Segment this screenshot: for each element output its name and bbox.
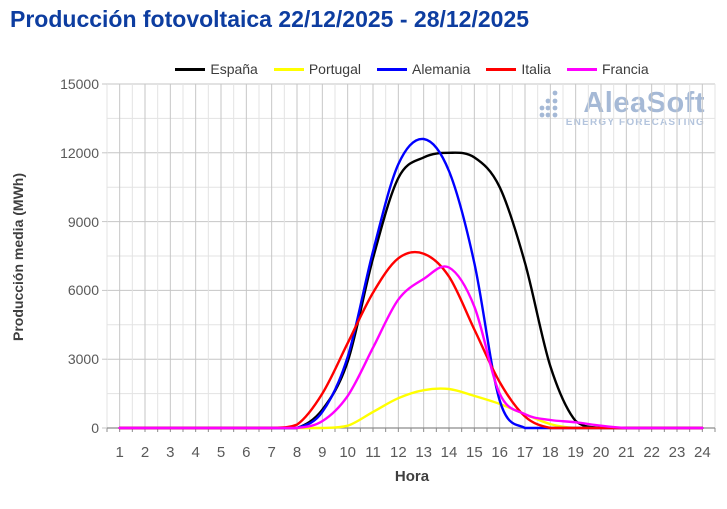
- y-tick-label: 3000: [67, 351, 99, 368]
- x-tick-label: 4: [191, 444, 200, 461]
- x-tick-label: 3: [166, 444, 175, 461]
- aleasoft-dots-icon: [539, 90, 558, 118]
- x-tick-label: 21: [617, 444, 635, 461]
- legend-item-portugal: Portugal: [273, 61, 361, 77]
- series-line-francia: [118, 265, 704, 430]
- chart-legend: España Portugal Alemania Italia Francia: [108, 59, 716, 79]
- legend-item-alemania: Alemania: [377, 61, 470, 77]
- legend-item-francia: Francia: [566, 61, 649, 77]
- x-tick-label: 2: [140, 444, 150, 461]
- x-tick-label: 14: [440, 444, 458, 461]
- watermark-dot: [552, 112, 558, 118]
- watermark-dot: [545, 98, 551, 104]
- x-tick-label: 19: [567, 444, 584, 461]
- x-axis-title: Hora: [394, 468, 430, 485]
- x-tick-label: 17: [516, 444, 534, 461]
- legend-label: Italia: [521, 61, 551, 77]
- legend-label: Francia: [601, 61, 649, 77]
- x-tick-label: 5: [216, 444, 226, 461]
- y-tick-label: 6000: [67, 282, 99, 299]
- y-tick-label: 12000: [60, 144, 99, 161]
- x-tick-label: 7: [267, 444, 276, 461]
- watermark-dot: [552, 105, 558, 111]
- legend-swatch-españa: [175, 67, 206, 71]
- watermark-brand-text: AleaSoft: [583, 87, 705, 119]
- chart-title: Producción fotovoltaica 22/12/2025 - 28/…: [10, 6, 530, 32]
- x-tick-label: 1: [115, 444, 124, 461]
- plot-canvas: [102, 83, 716, 432]
- x-tick-label: 8: [292, 444, 302, 461]
- x-tick-label: 23: [668, 444, 686, 461]
- legend-swatch-portugal: [273, 67, 304, 71]
- x-tick-label: 20: [592, 444, 610, 461]
- y-axis-title: Producción media (MWh): [10, 173, 26, 341]
- x-tick-label: 22: [643, 444, 660, 461]
- legend-swatch-italia: [486, 67, 517, 71]
- legend-label: Alemania: [412, 61, 471, 77]
- x-tick-label: 10: [339, 444, 356, 461]
- x-tick-label: 9: [318, 444, 327, 461]
- y-tick-label: 9000: [67, 213, 99, 230]
- legend-swatch-francia: [566, 67, 597, 71]
- y-tick-label: 0: [91, 420, 99, 436]
- legend-label: España: [210, 61, 258, 77]
- watermark-dot: [539, 105, 545, 111]
- y-tick-label: 15000: [60, 76, 99, 92]
- legend-swatch-alemania: [377, 67, 407, 71]
- x-tick-label: 15: [465, 444, 483, 461]
- legend-item-españa: España: [175, 61, 258, 77]
- x-tick-label: 6: [242, 444, 251, 461]
- plot-area: [102, 83, 717, 432]
- x-tick-label: 11: [365, 444, 381, 461]
- watermark-dot: [545, 105, 551, 111]
- x-tick-label: 12: [389, 444, 407, 461]
- aleasoft-watermark: AleaSoft ENERGY FORECASTING: [538, 89, 705, 128]
- legend-label: Portugal: [308, 61, 361, 77]
- watermark-dot: [552, 98, 558, 104]
- x-tick-label: 18: [541, 444, 559, 461]
- x-tick-label: 13: [415, 444, 432, 461]
- x-tick-label: 24: [693, 444, 711, 461]
- x-tick-label: 16: [491, 444, 508, 461]
- watermark-dot: [539, 112, 545, 118]
- watermark-tagline-text: ENERGY FORECASTING: [565, 117, 705, 128]
- watermark-dot: [552, 90, 558, 96]
- legend-item-italia: Italia: [486, 61, 551, 77]
- watermark-dot: [545, 112, 551, 118]
